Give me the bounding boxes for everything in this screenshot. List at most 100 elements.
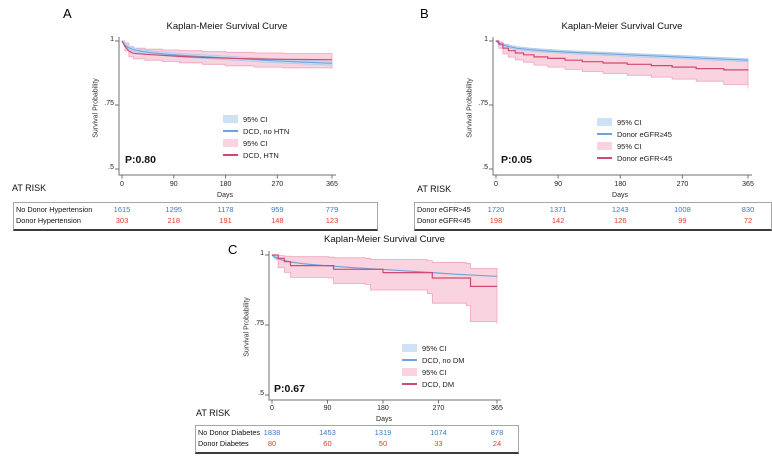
panel-a-legend: 95% CI DCD, no HTN 95% CI DCD, HTN (223, 113, 289, 161)
ci-band-swatch (402, 344, 417, 352)
panel-b-xlabel: Days (612, 192, 628, 199)
panel-b-curves (489, 37, 752, 179)
panel-a-title: Kaplan-Meier Survival Curve (166, 21, 288, 32)
x-tick-label: 0 (120, 181, 124, 188)
y-tick-label: .75 (104, 100, 114, 107)
risk-count: 1295 (165, 205, 183, 214)
panel-b-at-risk-label: AT RISK (417, 184, 452, 194)
legend-label: DCD, HTN (243, 150, 279, 160)
x-tick-label: 90 (169, 181, 178, 188)
risk-count: 1074 (430, 428, 447, 437)
survival-line-swatch (223, 130, 238, 132)
legend-entry: DCD, HTN (223, 149, 289, 161)
axes (268, 251, 501, 401)
panel-c-at-risk-label: AT RISK (196, 408, 231, 418)
risk-count: 779 (325, 205, 339, 214)
x-tick-label: 0 (494, 181, 498, 188)
risk-count: 80 (267, 439, 277, 448)
legend-label: DCD, DM (422, 379, 455, 389)
risk-row-label: No Donor Diabetes (198, 428, 261, 437)
risk-count: 1615 (113, 205, 131, 214)
legend-label: DCD, no HTN (243, 126, 290, 136)
x-tick-label: 90 (323, 405, 332, 412)
panel-c-label: C (228, 242, 238, 257)
y-tick-label: 1 (260, 250, 264, 257)
risk-count: 198 (489, 216, 503, 225)
panel-a-risk-table (13, 202, 378, 231)
legend-entry: 95% CI (223, 137, 289, 149)
risk-count: 60 (323, 439, 332, 448)
x-tick-label: 180 (377, 405, 389, 412)
x-tick-label: 270 (432, 405, 445, 412)
panel-b-title: Kaplan-Meier Survival Curve (561, 21, 683, 32)
legend-label: 95% CI (617, 117, 642, 127)
ci-band-swatch (402, 368, 417, 376)
panel-c-risk-table (195, 425, 519, 454)
legend-label: Donor eGFR≥45 (617, 129, 672, 139)
risk-count: 148 (271, 216, 284, 225)
panel-a-label: A (63, 6, 72, 21)
x-tick-label: 365 (491, 405, 503, 412)
risk-count: 24 (492, 439, 502, 448)
panel-c-xlabel: Days (376, 416, 392, 423)
risk-count: 1243 (611, 205, 629, 214)
risk-count: 33 (434, 439, 443, 448)
legend-entry: 95% CI (402, 366, 465, 378)
legend-entry: 95% CI (402, 342, 465, 354)
survival-curve-group1 (495, 40, 749, 61)
y-tick-label: .5 (258, 390, 264, 397)
legend-entry: 95% CI (597, 140, 672, 152)
risk-count: 878 (490, 428, 504, 437)
legend-label: 95% CI (617, 141, 642, 151)
ci-band-swatch (597, 142, 612, 150)
risk-row-label: Donor eGFR<45 (417, 216, 471, 225)
survival-line-swatch (402, 359, 417, 361)
survival-line-swatch (402, 383, 417, 385)
survival-line-swatch (597, 157, 612, 159)
panel-b-pvalue: P:0.05 (501, 154, 532, 166)
x-tick-label: 365 (742, 181, 754, 188)
panel-a-curves (115, 37, 336, 179)
x-tick-label: 90 (554, 181, 563, 188)
panel-b-legend: 95% CI Donor eGFR≥45 95% CI Donor eGFR<4… (597, 116, 672, 164)
legend-entry: DCD, DM (402, 378, 465, 390)
panel-c-pvalue: P:0.67 (274, 383, 305, 395)
survival-curve-group2 (496, 40, 749, 71)
risk-count: 1371 (549, 205, 567, 214)
legend-entry: Donor eGFR<45 (597, 152, 672, 164)
risk-count: 218 (167, 216, 181, 225)
survival-curve-group1 (121, 40, 333, 64)
risk-count: 191 (219, 216, 232, 225)
legend-label: 95% CI (243, 114, 268, 124)
x-tick-label: 365 (326, 181, 338, 188)
risk-count: 142 (551, 216, 565, 225)
x-tick-label: 0 (270, 405, 274, 412)
legend-entry: DCD, no HTN (223, 125, 289, 137)
risk-row-label: Donor eGFR>45 (417, 205, 471, 214)
risk-count: 1838 (263, 428, 281, 437)
panel-c-title: Kaplan-Meier Survival Curve (324, 234, 445, 245)
ci-band-swatch (597, 118, 612, 126)
risk-count: 50 (378, 439, 388, 448)
legend-label: 95% CI (422, 367, 447, 377)
risk-count: 1720 (487, 205, 505, 214)
axes (118, 37, 336, 176)
panel-c-ylabel: Survival Probability (243, 297, 251, 357)
risk-count: 303 (115, 216, 129, 225)
y-tick-label: .5 (108, 164, 114, 171)
legend-label: 95% CI (243, 138, 268, 148)
legend-entry: Donor eGFR≥45 (597, 128, 672, 140)
x-tick-label: 180 (219, 181, 232, 188)
risk-count: 1453 (319, 428, 336, 437)
panel-a-xlabel: Days (217, 192, 233, 199)
x-tick-label: 270 (676, 181, 689, 188)
ci-band-swatch (223, 115, 238, 123)
legend-entry: 95% CI (597, 116, 672, 128)
risk-row-label: Donor Diabetes (198, 439, 249, 448)
survival-curve-group2 (272, 254, 497, 287)
survival-curve-group2 (121, 40, 333, 61)
x-tick-label: 270 (271, 181, 284, 188)
legend-entry: DCD, no DM (402, 354, 465, 366)
